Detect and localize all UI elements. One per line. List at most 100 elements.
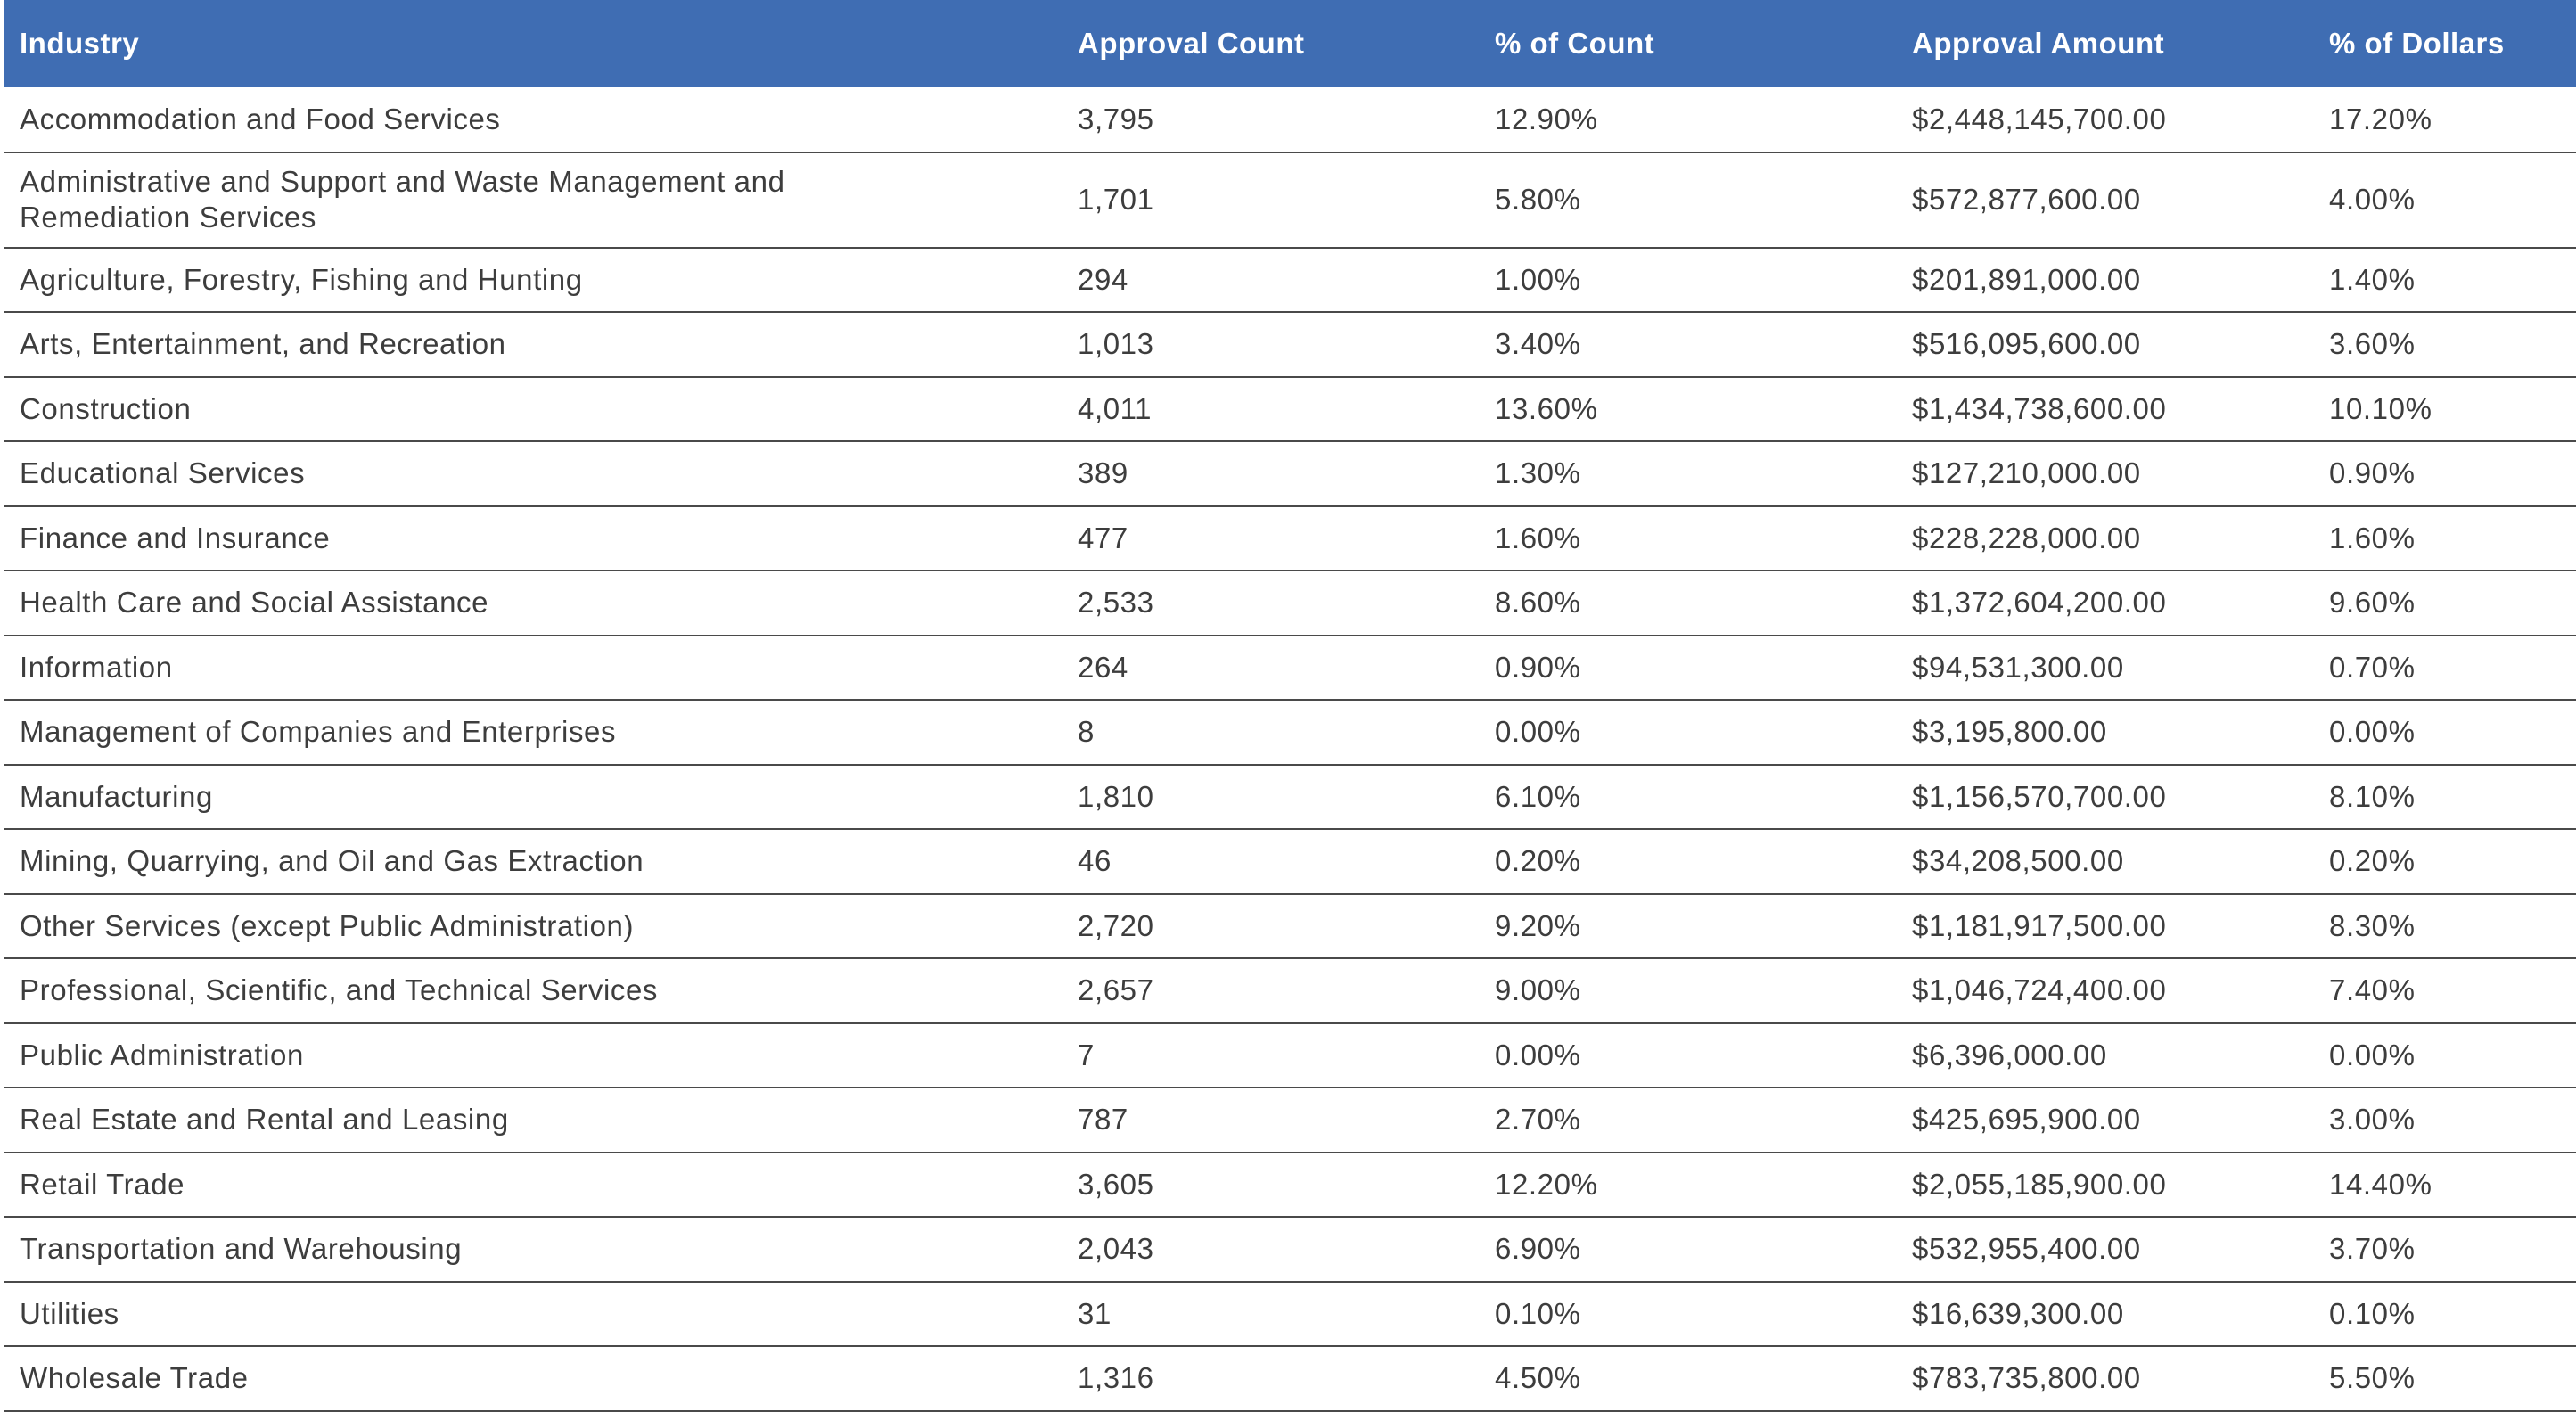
cell-pct-dollars: 14.40% xyxy=(2329,1167,2432,1201)
industry-label: Manufacturing xyxy=(20,779,213,813)
cell-pct-dollars: 0.20% xyxy=(2329,844,2416,878)
table-row: Management of Companies and Enterprises 8… xyxy=(4,700,2576,765)
cell-approval-count: 7 xyxy=(1078,1038,1095,1071)
cell-pct-count: 12.90% xyxy=(1495,102,1598,135)
cell-pct-dollars: 0.10% xyxy=(2329,1296,2416,1330)
cell-pct-count: 0.90% xyxy=(1495,650,1581,684)
cell-approval-amount: $94,531,300.00 xyxy=(1912,650,2124,684)
cell-approval-amount: $783,735,800.00 xyxy=(1912,1361,2141,1395)
industry-label: Real Estate and Rental and Leasing xyxy=(20,1103,509,1137)
cell-pct-dollars: 5.50% xyxy=(2329,1361,2416,1395)
table-row: Finance and Insurance 477 1.60% $228,228,00… xyxy=(4,506,2576,571)
cell-approval-count: 1,013 xyxy=(1078,327,1154,361)
cell-industry: Retail Trade xyxy=(4,1153,1062,1218)
cell-approval-count: 1,810 xyxy=(1078,779,1154,813)
cell-approval-count: 2,657 xyxy=(1078,973,1154,1007)
cell-approval-amount: $572,877,600.00 xyxy=(1912,183,2141,216)
header-row: Industry Approval Count % of Count Appro… xyxy=(4,0,2576,87)
cell-approval-count: 8 xyxy=(1078,715,1095,749)
table-row: Manufacturing 1,810 6.10% $1,156,570,700.00… xyxy=(4,765,2576,830)
header-approval-count: Approval Count xyxy=(1078,27,1305,60)
cell-approval-amount: $3,195,800.00 xyxy=(1912,715,2107,749)
cell-approval-count: 294 xyxy=(1078,262,1128,296)
table-row: Agriculture, Forestry, Fishing and Hunti… xyxy=(4,248,2576,313)
cell-pct-count: 1.60% xyxy=(1495,521,1581,554)
cell-approval-amount: $1,156,570,700.00 xyxy=(1912,779,2167,813)
cell-pct-count: 4.50% xyxy=(1495,1361,1581,1395)
cell-approval-amount: $228,228,000.00 xyxy=(1912,521,2141,554)
cell-approval-count: 3,605 xyxy=(1078,1167,1154,1201)
cell-approval-amount: $1,434,738,600.00 xyxy=(1912,391,2167,425)
cell-pct-count: 12.20% xyxy=(1495,1167,1598,1201)
industry-label: Administrative and Support and Waste Man… xyxy=(20,165,785,234)
table-body: Accommodation and Food Services 3,795 12.9… xyxy=(4,87,2576,1411)
industry-label: Mining, Quarrying, and Oil and Gas Extra… xyxy=(20,844,644,878)
cell-approval-amount: $127,210,000.00 xyxy=(1912,456,2141,490)
cell-pct-dollars: 1.40% xyxy=(2329,262,2416,296)
cell-approval-count: 1,316 xyxy=(1078,1361,1154,1395)
cell-industry: Professional, Scientific, and Technical … xyxy=(4,958,1062,1023)
cell-approval-amount: $425,695,900.00 xyxy=(1912,1103,2141,1137)
industry-label: Accommodation and Food Services xyxy=(20,102,501,135)
cell-approval-amount: $2,448,145,700.00 xyxy=(1912,102,2167,135)
industry-label: Wholesale Trade xyxy=(20,1361,249,1395)
cell-pct-dollars: 0.00% xyxy=(2329,715,2416,749)
header-pct-dollars: % of Dollars xyxy=(2329,27,2505,60)
cell-approval-count: 2,043 xyxy=(1078,1232,1154,1266)
cell-pct-count: 0.00% xyxy=(1495,715,1581,749)
header-pct-count: % of Count xyxy=(1495,27,1655,60)
cell-pct-dollars: 0.90% xyxy=(2329,456,2416,490)
cell-approval-count: 2,533 xyxy=(1078,586,1154,620)
cell-approval-count: 264 xyxy=(1078,650,1128,684)
header-industry: Industry xyxy=(20,27,140,60)
table-row: Wholesale Trade 1,316 4.50% $783,735,800.00… xyxy=(4,1346,2576,1411)
cell-approval-amount: $516,095,600.00 xyxy=(1912,327,2141,361)
cell-approval-amount: $6,396,000.00 xyxy=(1912,1038,2107,1071)
header-approval-amount: Approval Amount xyxy=(1912,27,2165,60)
cell-industry: Agriculture, Forestry, Fishing and Hunti… xyxy=(4,248,1062,313)
industry-label: Management of Companies and Enterprises xyxy=(20,715,617,749)
cell-approval-amount: $16,639,300.00 xyxy=(1912,1296,2124,1330)
cell-approval-amount: $201,891,000.00 xyxy=(1912,262,2141,296)
table-row: Retail Trade 3,605 12.20% $2,055,185,900.00… xyxy=(4,1153,2576,1218)
industry-label: Retail Trade xyxy=(20,1167,185,1201)
cell-industry: Wholesale Trade xyxy=(4,1346,1062,1411)
industry-label: Public Administration xyxy=(20,1038,304,1071)
cell-approval-amount: $1,372,604,200.00 xyxy=(1912,586,2167,620)
table-row: Administrative and Support and Waste Man… xyxy=(4,152,2576,248)
table-row: Transportation and Warehousing 2,043 6.90%… xyxy=(4,1217,2576,1282)
cell-industry: Manufacturing xyxy=(4,765,1062,830)
cell-pct-dollars: 0.70% xyxy=(2329,650,2416,684)
cell-pct-count: 1.00% xyxy=(1495,262,1581,296)
cell-approval-count: 1,701 xyxy=(1078,183,1154,216)
cell-approval-amount: $2,055,185,900.00 xyxy=(1912,1167,2167,1201)
table-row: Other Services (except Public Administra… xyxy=(4,894,2576,958)
cell-pct-dollars: 17.20% xyxy=(2329,102,2432,135)
cell-pct-dollars: 9.60% xyxy=(2329,586,2416,620)
cell-pct-dollars: 8.10% xyxy=(2329,779,2416,813)
industry-approvals-table: Industry Approval Count % of Count Appro… xyxy=(4,0,2576,1412)
cell-industry: Educational Services xyxy=(4,441,1062,506)
industry-label: Utilities xyxy=(20,1296,119,1330)
table-row: Accommodation and Food Services 3,795 12.9… xyxy=(4,87,2576,152)
cell-pct-count: 6.10% xyxy=(1495,779,1581,813)
industry-label: Health Care and Social Assistance xyxy=(20,586,489,620)
cell-industry: Finance and Insurance xyxy=(4,506,1062,571)
cell-industry: Mining, Quarrying, and Oil and Gas Extra… xyxy=(4,829,1062,894)
cell-industry: Real Estate and Rental and Leasing xyxy=(4,1088,1062,1153)
industry-label: Other Services (except Public Administra… xyxy=(20,908,635,942)
cell-pct-count: 3.40% xyxy=(1495,327,1581,361)
table-row: Public Administration 7 0.00% $6,396,000.00… xyxy=(4,1023,2576,1088)
table-row: Arts, Entertainment, and Recreation 1,013… xyxy=(4,312,2576,377)
table-row: Mining, Quarrying, and Oil and Gas Extra… xyxy=(4,829,2576,894)
industry-label: Finance and Insurance xyxy=(20,521,331,554)
cell-industry: Construction xyxy=(4,377,1062,442)
cell-pct-dollars: 0.00% xyxy=(2329,1038,2416,1071)
cell-pct-dollars: 1.60% xyxy=(2329,521,2416,554)
cell-industry: Administrative and Support and Waste Man… xyxy=(4,152,1062,248)
industry-label: Arts, Entertainment, and Recreation xyxy=(20,327,506,361)
cell-approval-amount: $34,208,500.00 xyxy=(1912,844,2124,878)
cell-approval-count: 477 xyxy=(1078,521,1128,554)
cell-industry: Management of Companies and Enterprises xyxy=(4,700,1062,765)
